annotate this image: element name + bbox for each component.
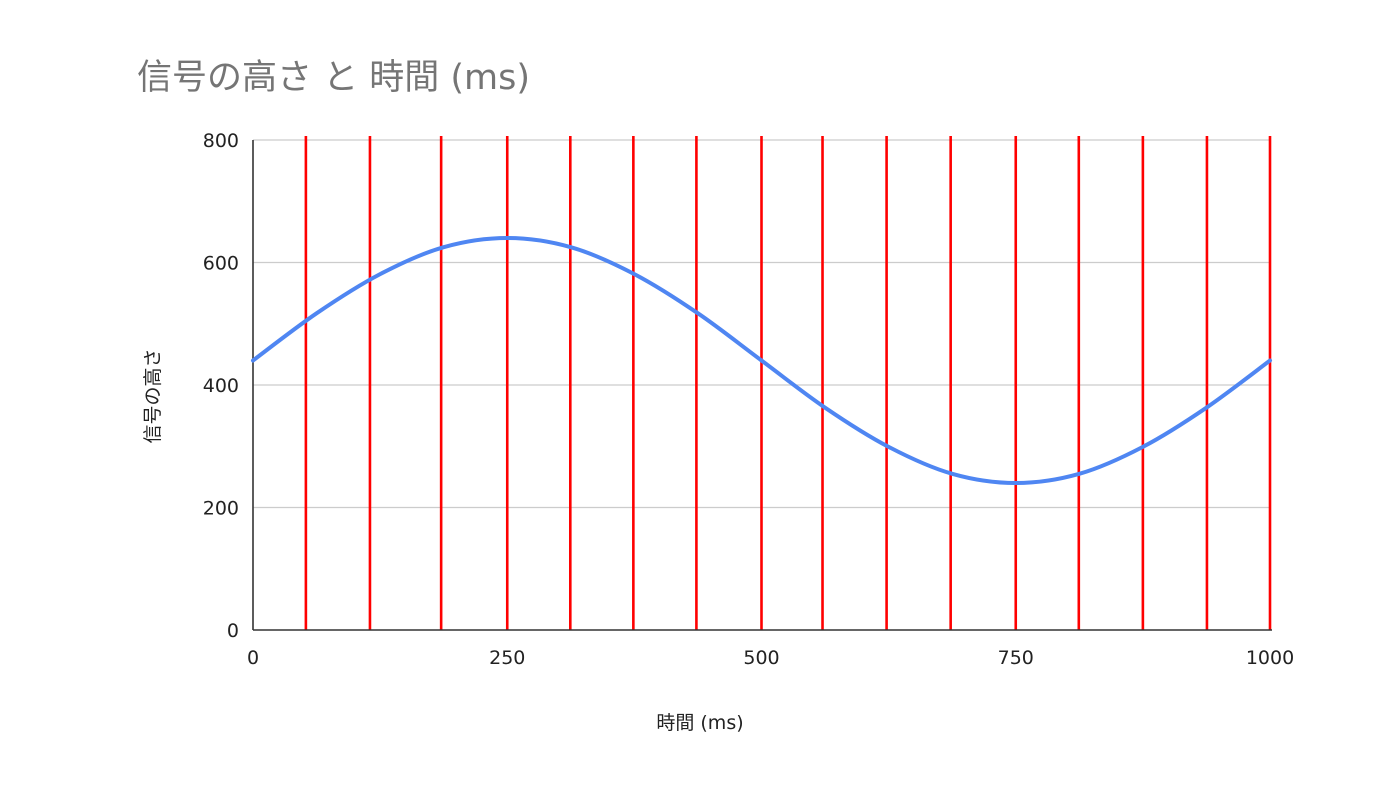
vertical-markers <box>304 136 1272 630</box>
y-tick-label: 400 <box>203 375 239 397</box>
x-tick-label: 0 <box>247 647 259 669</box>
x-tick-label: 250 <box>489 647 525 669</box>
series-line <box>251 236 1272 485</box>
x-tick-label: 500 <box>743 647 779 669</box>
y-tick-label: 800 <box>203 130 239 152</box>
x-tick-label: 1000 <box>1246 647 1294 669</box>
x-axis-title: 時間 (ms) <box>656 712 743 734</box>
y-tick-label: 0 <box>227 620 239 642</box>
y-axis-title: 信号の高さ <box>142 348 164 443</box>
y-tick-label: 200 <box>203 498 239 520</box>
x-tick-labels: 0 250 500 750 1000 <box>247 647 1294 669</box>
chart-title: 信号の高さ と 時間 (ms) <box>137 58 530 98</box>
y-tick-labels: 0 200 400 600 800 <box>203 130 239 642</box>
y-tick-label: 600 <box>203 253 239 275</box>
x-tick-label: 750 <box>998 647 1034 669</box>
